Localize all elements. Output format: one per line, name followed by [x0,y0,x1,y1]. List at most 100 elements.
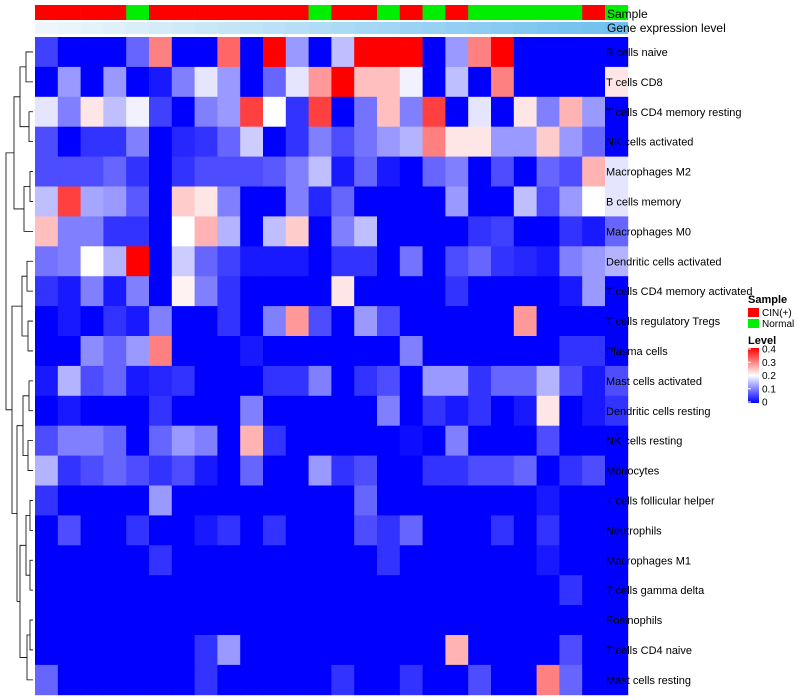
heatmap-cell [35,635,59,666]
heatmap-cell [513,664,537,696]
heatmap-cell [513,276,537,307]
heatmap-cell [445,575,469,606]
heatmap-cell [331,336,355,367]
heatmap-cell [80,37,104,68]
heatmap-cell [399,545,423,576]
heatmap-cell [582,664,606,696]
sample-annotation-label: Sample [607,7,648,21]
heatmap-cell [377,216,401,247]
heatmap-cell [331,635,355,666]
heatmap-cell [263,156,287,187]
heatmap-cell [536,66,560,98]
heatmap-cell [57,395,81,427]
heatmap-cell [468,336,492,367]
heatmap-cell [126,216,150,247]
heatmap-cell [126,545,150,576]
heatmap-cell [308,545,332,576]
heatmap-cell [468,395,492,427]
row-label: T cells regulatory Tregs [606,316,721,328]
heatmap-cell [149,186,173,217]
heatmap-cell [422,395,446,427]
heatmap-cell [491,66,515,98]
heatmap-cell [354,276,378,307]
heatmap-cell [126,306,150,337]
heatmap-cell [103,664,127,696]
heatmap-cell [536,246,560,277]
heatmap-cell [559,186,583,217]
heatmap-cell [285,276,309,307]
heatmap-cell [35,605,59,636]
heatmap-cell [263,96,287,128]
heatmap-cell [377,37,401,68]
heatmap-cell [103,515,127,546]
heatmap-cell [513,186,537,217]
heatmap-cell [149,216,173,247]
heatmap-cell [194,395,218,427]
heatmap-cell [240,96,264,128]
heatmap-cell [468,156,492,187]
heatmap-cell [194,545,218,576]
row-label: T cells CD8 [606,77,663,89]
heatmap-cell [354,246,378,277]
heatmap-cell [513,156,537,187]
heatmap-cell [536,395,560,427]
heatmap-cell [399,246,423,277]
heatmap-cell [126,395,150,427]
heatmap-cell [171,515,195,546]
expression-annotation-cell [194,22,218,34]
heatmap-cell [80,276,104,307]
sample-annotation-cell [308,5,332,20]
row-label: Plasma cells [606,346,668,358]
heatmap-cell [126,485,150,516]
heatmap-cells [35,37,629,696]
heatmap-cell [80,395,104,427]
dendrogram-branch [25,51,33,83]
heatmap-cell [468,216,492,247]
legend-level-tick: 0.1 [762,384,776,395]
dendrogram-branch [5,152,14,411]
heatmap-cell [240,306,264,337]
sample-annotation-cell [354,5,378,20]
sample-annotation-cell [217,5,241,20]
heatmap-cell [149,485,173,516]
heatmap-cell [582,37,606,68]
heatmap-cell [149,96,173,128]
legend-normal-swatch [748,319,759,328]
heatmap-cell [513,216,537,247]
heatmap-cell [331,126,355,157]
heatmap-cell [422,306,446,337]
expression-annotation-cell [103,22,127,34]
heatmap-cell [491,635,515,666]
heatmap-cell [35,156,59,187]
heatmap-cell [126,515,150,546]
sample-annotation-cell [399,5,423,20]
heatmap-cell [103,545,127,576]
expression-annotation-cell [559,22,583,34]
heatmap-cell [35,395,59,427]
heatmap-cell [422,216,446,247]
heatmap-cell [559,276,583,307]
heatmap-cell [536,455,560,486]
heatmap-cell [240,37,264,68]
heatmap-cell [149,425,173,456]
heatmap-cell [217,66,241,98]
heatmap-cell [582,455,606,486]
heatmap-cell [513,66,537,98]
heatmap-cell [263,66,287,98]
heatmap-cell [354,336,378,367]
heatmap-cell [491,425,515,456]
heatmap-cell [285,575,309,606]
heatmap-cell [57,66,81,98]
heatmap-cell [536,575,560,606]
heatmap-cell [194,605,218,636]
heatmap-cell [513,545,537,576]
heatmap-cell [263,126,287,157]
heatmap-cell [308,306,332,337]
heatmap-cell [194,126,218,157]
heatmap-cell [80,365,104,397]
heatmap-cell [377,186,401,217]
heatmap-cell [513,365,537,397]
dendrogram-branch [13,96,24,210]
heatmap-cell [331,425,355,456]
